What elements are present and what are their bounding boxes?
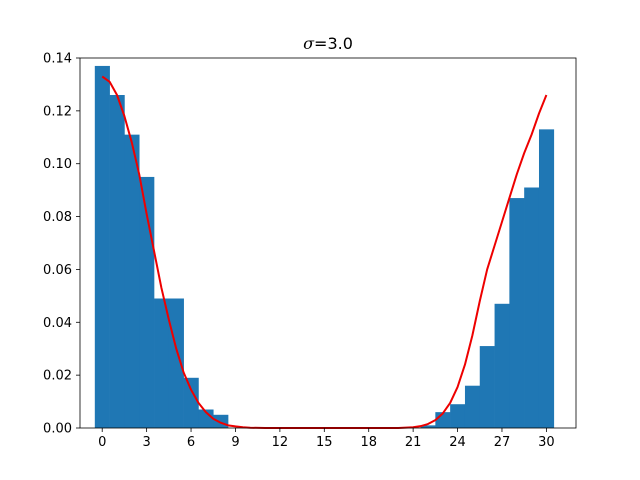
histogram-bar-8 [213,414,229,428]
x-tick-label-0: 0 [98,435,106,450]
histogram-bar-26 [479,346,495,428]
x-tick-label-8: 24 [449,435,466,450]
histogram-bar-3 [139,176,155,428]
y-tick-label-0: 0.00 [43,422,72,437]
x-axis-ticks: 0 3 6 9 12 15 18 21 24 27 30 [98,428,555,450]
chart-title: σ=3.0 [303,34,353,53]
y-tick-label-5: 0.10 [43,157,72,172]
histogram-bar-1 [109,95,125,428]
histogram-bar-6 [183,377,199,428]
y-tick-label-7: 0.14 [43,52,72,67]
histogram-bar-30 [538,129,555,429]
histogram-bar-7 [198,409,214,428]
histogram-bar-25 [464,385,481,428]
x-tick-label-6: 18 [360,435,377,450]
y-tick-label-1: 0.02 [43,369,72,384]
histogram-bar-27 [494,303,510,428]
x-tick-label-4: 12 [272,435,289,450]
histogram-bar-24 [450,404,466,428]
histogram-bar-28 [509,198,525,428]
axes-frame [79,57,577,429]
histogram-bar-4 [154,298,170,428]
title-value: =3.0 [314,34,353,53]
histogram-bar-0 [94,65,110,429]
x-tick-label-9: 27 [494,435,511,450]
y-tick-label-2: 0.04 [43,316,72,331]
y-axis-ticks: 0.00 0.02 0.04 0.06 0.08 0.10 0.12 0.14 [43,52,80,437]
y-tick-label-6: 0.12 [43,104,72,119]
y-tick-label-4: 0.08 [43,210,72,225]
y-tick-label-3: 0.06 [43,263,72,278]
x-tick-label-10: 30 [538,435,555,450]
x-tick-label-3: 9 [231,435,239,450]
x-tick-label-1: 3 [142,435,150,450]
histogram-bar-2 [124,134,140,428]
histogram-bars [94,65,555,429]
x-tick-label-2: 6 [187,435,195,450]
x-tick-label-7: 21 [405,435,422,450]
title-sigma: σ [303,34,315,53]
histogram-bar-29 [524,187,540,428]
histogram-bar-22 [420,425,436,428]
x-tick-label-5: 15 [316,435,333,450]
